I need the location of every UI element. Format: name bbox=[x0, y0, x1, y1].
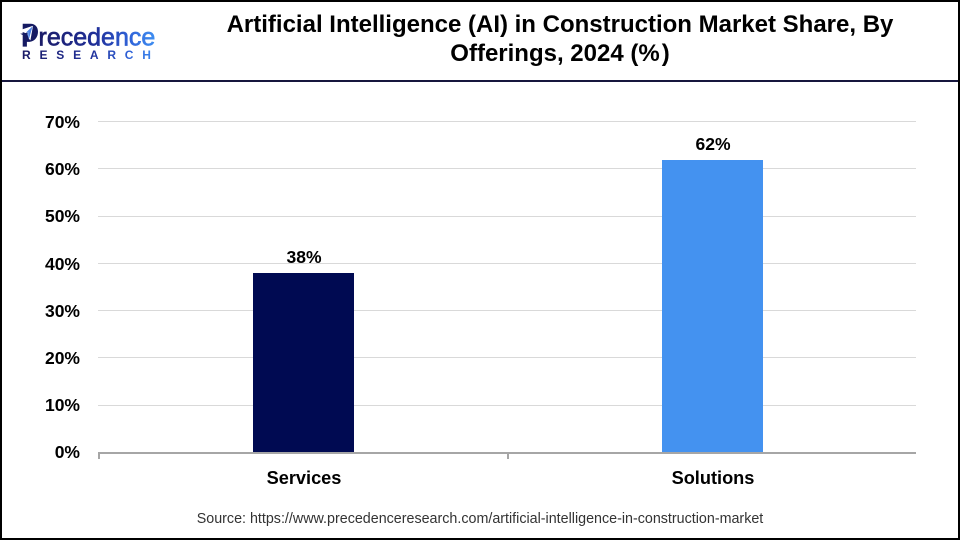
svg-text:recedence: recedence bbox=[39, 24, 156, 52]
svg-text:RESEARCH: RESEARCH bbox=[22, 48, 160, 62]
